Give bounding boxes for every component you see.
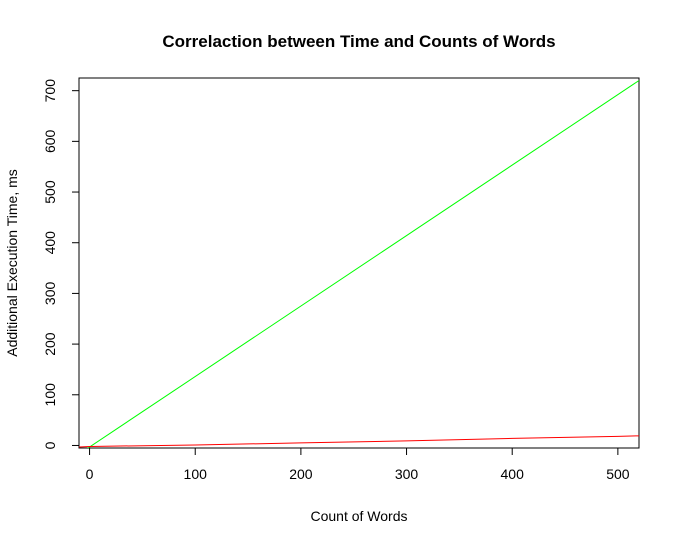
y-axis-label: Additional Execution Time, ms [4, 169, 20, 357]
series-line-1 [87, 80, 639, 448]
y-tick-label: 600 [42, 129, 58, 153]
x-tick-label: 100 [184, 466, 208, 482]
y-tick-label: 500 [42, 180, 58, 204]
y-tick-label: 100 [42, 383, 58, 407]
y-tick-label: 700 [42, 79, 58, 103]
chart-title: Correlaction between Time and Counts of … [162, 32, 555, 51]
x-axis-label: Count of Words [310, 508, 407, 524]
x-tick-label: 200 [289, 466, 313, 482]
y-tick-label: 400 [42, 231, 58, 255]
x-tick-label: 0 [86, 466, 94, 482]
x-axis: 0 100 200 300 400 500 [86, 447, 630, 482]
x-tick-label: 400 [501, 466, 525, 482]
x-tick-label: 500 [606, 466, 630, 482]
y-tick-label: 0 [42, 441, 58, 449]
y-tick-label: 200 [42, 332, 58, 356]
plot-frame [78, 77, 640, 449]
x-tick-label: 300 [395, 466, 419, 482]
y-axis: 0 100 200 300 400 500 600 700 [42, 79, 80, 449]
series-line-2 [79, 435, 639, 448]
series-layer [79, 80, 639, 448]
y-tick-label: 300 [42, 282, 58, 306]
